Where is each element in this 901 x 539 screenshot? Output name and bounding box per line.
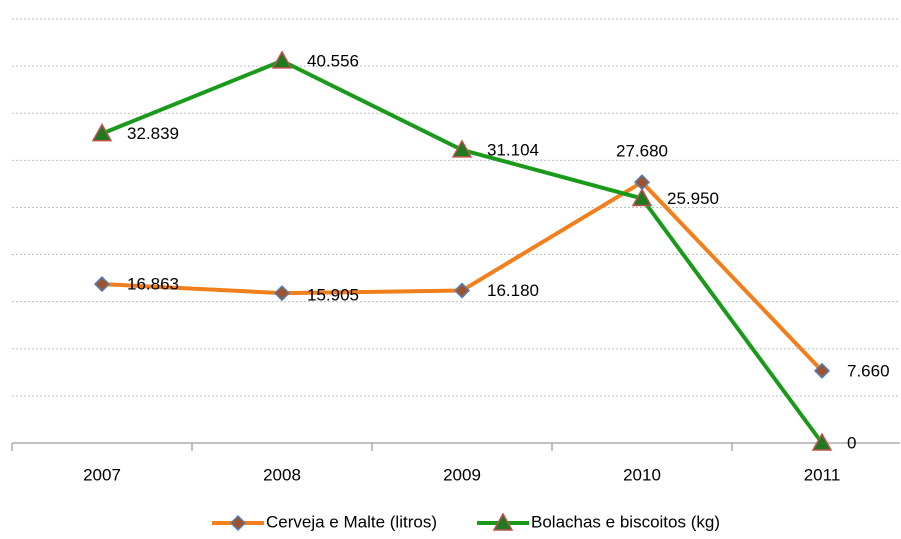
data-point — [451, 139, 473, 158]
x-tick-label: 2010 — [623, 465, 661, 484]
data-point — [631, 187, 653, 207]
data-point — [273, 285, 291, 302]
data-label: 27.680 — [616, 142, 668, 161]
data-point — [813, 362, 831, 379]
legend-label: Bolachas e biscoitos (kg) — [531, 512, 720, 531]
x-tick-label: 2007 — [83, 465, 121, 484]
data-point — [811, 432, 833, 451]
data-label: 15.905 — [307, 286, 359, 305]
x-tick-label: 2008 — [263, 465, 301, 484]
series-line — [101, 180, 824, 373]
data-label: 0 — [847, 433, 856, 452]
data-point — [91, 123, 113, 142]
data-label: 25.950 — [667, 189, 719, 208]
legend-marker — [229, 514, 247, 532]
data-point — [271, 50, 293, 69]
x-tick-label: 2009 — [443, 465, 481, 484]
x-tick-label: 2011 — [804, 465, 841, 484]
data-label: 16.180 — [487, 281, 539, 300]
data-label: 16.863 — [127, 275, 179, 294]
legend-label: Cerveja e Malte (litros) — [266, 512, 437, 531]
legend-marker — [492, 512, 514, 531]
data-label: 7.660 — [847, 361, 890, 380]
data-point — [93, 276, 111, 293]
data-label: 31.104 — [487, 140, 539, 159]
series-line — [101, 58, 824, 445]
data-label: 32.839 — [127, 124, 179, 143]
data-point — [453, 282, 471, 299]
data-label: 40.556 — [307, 51, 359, 70]
